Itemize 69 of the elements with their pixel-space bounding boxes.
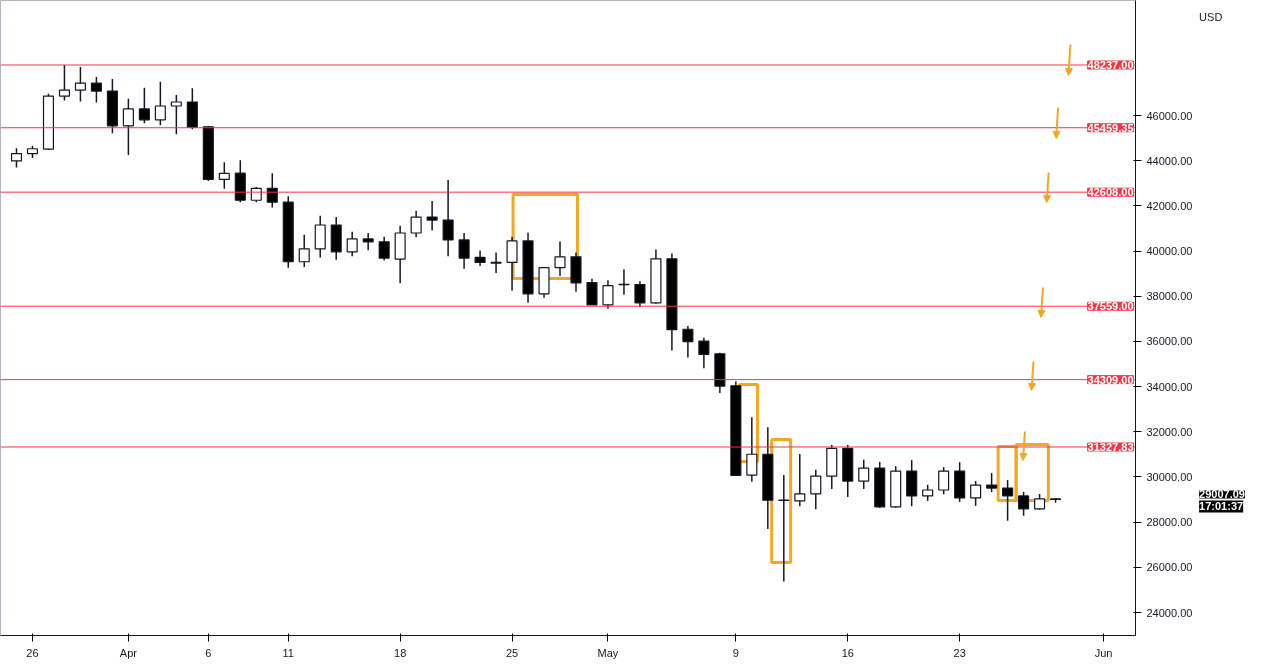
candlestick: [314, 215, 326, 259]
candlestick: [682, 325, 694, 359]
x-tick-label: Apr: [119, 646, 138, 659]
candlestick: [346, 230, 358, 257]
text: 29007.09: [1199, 488, 1245, 501]
candlestick: [458, 232, 470, 270]
y-tick-label: 44000.00: [1146, 154, 1193, 167]
candlestick: [810, 469, 822, 510]
candlestick: [986, 472, 998, 493]
candlestick: [90, 76, 102, 104]
candlestick: [778, 474, 790, 583]
candlestick: [1018, 491, 1030, 517]
candlestick: [1002, 479, 1014, 522]
y-tick-label: 32000.00: [1146, 425, 1193, 438]
candlestick: [970, 480, 982, 507]
x-tick-label: 26: [26, 646, 39, 659]
candlestick: [154, 81, 166, 126]
candlestick: [442, 179, 454, 257]
x-tick-label: May: [597, 646, 619, 659]
candlestick: [858, 458, 870, 490]
x-tick-label: 16: [841, 646, 854, 659]
y-tick-label: 28000.00: [1146, 516, 1193, 529]
y-tick-label: 26000.00: [1146, 561, 1193, 574]
candlestick: [506, 236, 518, 292]
candlestick: [58, 64, 70, 102]
candlestick: [586, 277, 598, 306]
candlestick: [634, 280, 646, 308]
candlestick: [218, 161, 230, 190]
ref-line-label: 45459.35: [1087, 121, 1134, 134]
y-tick-label: 42000.00: [1146, 199, 1193, 212]
candlestick: [746, 416, 758, 483]
ref-line-label: 42608.00: [1087, 186, 1134, 199]
y-tick-label: 40000.00: [1146, 245, 1193, 258]
x-tick-label: 23: [953, 646, 966, 659]
ref-line-label: 37559.00: [1087, 300, 1134, 313]
candlestick: [426, 200, 438, 232]
candlestick: [698, 337, 710, 370]
y-tick-label: 38000.00: [1146, 290, 1193, 303]
candlestick: [378, 235, 390, 262]
y-tick-label: 34000.00: [1146, 380, 1193, 393]
x-tick-label: 9: [732, 646, 739, 659]
ref-line-label: 48237.00: [1087, 59, 1134, 71]
x-tick-label: 18: [394, 646, 407, 659]
candlestick: [602, 279, 614, 310]
candlestick: [74, 66, 86, 103]
y-tick-label: 36000.00: [1146, 335, 1193, 348]
candlestick: [298, 233, 310, 268]
y-tick-label: 24000.00: [1146, 606, 1193, 619]
candlestick: [266, 172, 278, 209]
candlestick: [10, 147, 23, 169]
y-axis-title: USD: [1199, 10, 1223, 23]
x-tick-label: 11: [282, 646, 294, 659]
candlestick: [490, 251, 502, 274]
candlestick: [138, 87, 150, 124]
y-tick-label: 46000.00: [1146, 109, 1193, 122]
candlestick: [938, 466, 950, 496]
x-tick-label: 25: [505, 646, 519, 659]
ref-line-label: 34309.00: [1087, 373, 1134, 386]
candlestick: [122, 97, 134, 156]
x-tick-label: Jun: [1094, 646, 1113, 659]
candlestick: [794, 453, 806, 507]
candlestick: [410, 210, 422, 239]
text: 17:01:37: [1199, 500, 1244, 513]
y-tick-label: 30000.00: [1146, 470, 1193, 483]
x-tick-label: 6: [205, 646, 212, 659]
candlestick: [554, 240, 566, 277]
candlestick: [170, 94, 182, 135]
ref-line-label: 31327.83: [1087, 440, 1134, 453]
candlestick: [362, 232, 374, 251]
